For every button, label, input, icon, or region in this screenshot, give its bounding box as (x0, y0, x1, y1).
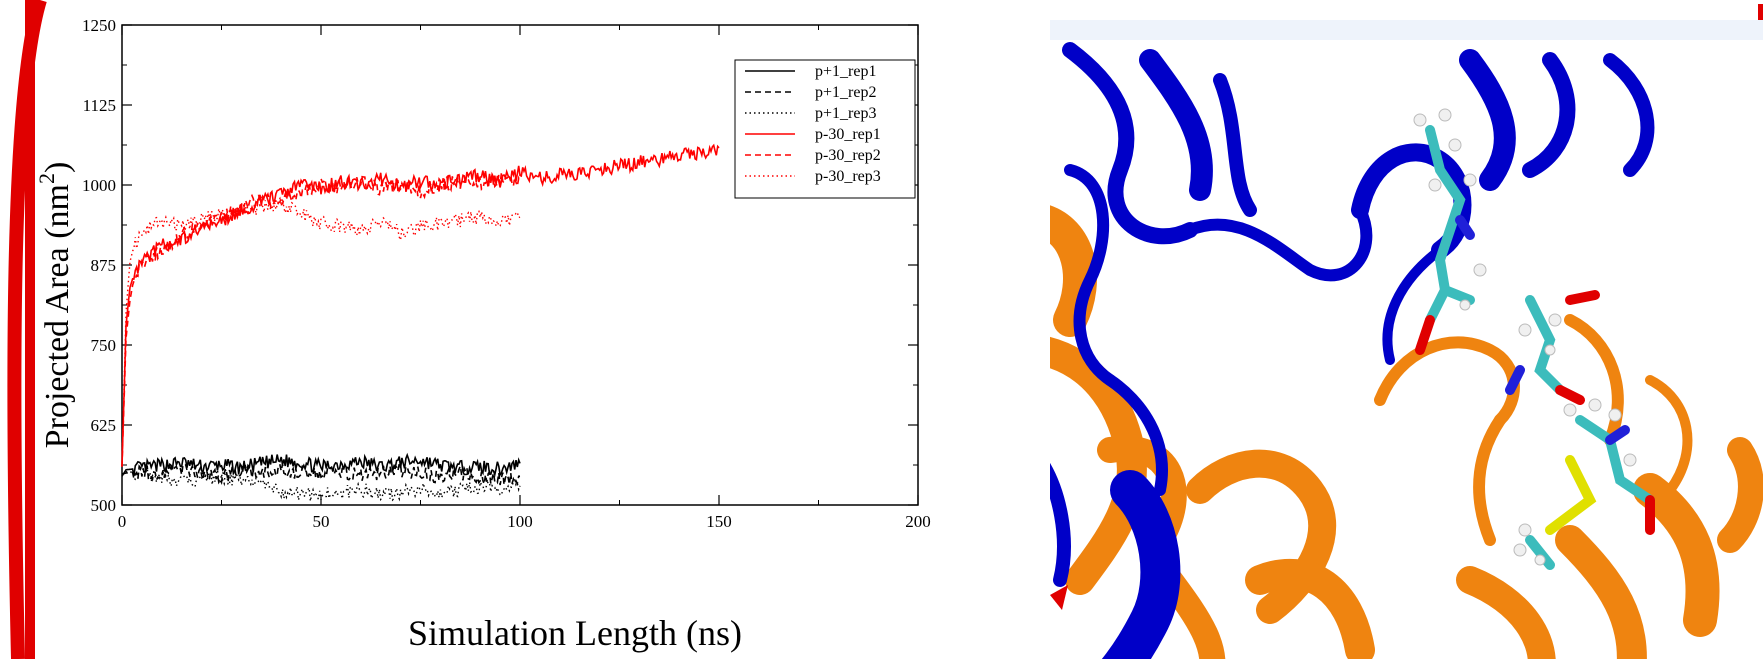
y-tick-label: 500 (91, 496, 117, 515)
panel-top-strip (1050, 20, 1763, 40)
red-frame-corner (7, 0, 47, 659)
y-tick-label: 875 (91, 256, 117, 275)
molecule-render-panel (1050, 20, 1763, 659)
series-layer (121, 143, 720, 502)
legend-label: p-30_rep1 (815, 126, 881, 143)
sulfur-bonds (1545, 455, 1597, 535)
legend-label: p+1_rep1 (815, 63, 876, 80)
x-axis-label: Simulation Length (ns) (408, 613, 742, 653)
y-tick-label: 625 (91, 416, 117, 435)
y-tick-label: 1000 (82, 176, 116, 195)
series-line-p+1_rep1 (121, 452, 521, 478)
axes: 0 50 100 150 200 500 625 750 875 1000 1125 1250 (82, 16, 931, 531)
y-tick-label: 1250 (82, 16, 116, 35)
hydrogen-atoms (1413, 108, 1637, 566)
red-frame-border (25, 0, 1763, 659)
series-line-p+1_rep3 (121, 464, 521, 502)
x-tick-label: 50 (313, 512, 330, 531)
stick-residues (1413, 108, 1655, 570)
legend-box (734, 59, 916, 199)
y-axis-label-text: Projected Area (nm (39, 184, 76, 448)
legend-label: p-30_rep2 (815, 147, 881, 164)
series-line-p+1_rep2 (121, 462, 521, 486)
x-tick-label: 0 (118, 512, 127, 531)
oxygen-bonds (1415, 290, 1655, 535)
legend-label: p+1_rep3 (815, 105, 876, 122)
series-line-p-30_rep2 (121, 171, 521, 467)
x-tick-label: 100 (507, 512, 533, 531)
chart-panel: 0 50 100 150 200 500 625 750 875 1000 1125 1250 p+1… (34, 16, 931, 653)
blue-protein-chain (1050, 42, 1655, 659)
line-chart: 0 50 100 150 200 500 625 750 875 1000 1125 1250 p+1… (34, 16, 931, 653)
y-axis-label: Projected Area (nm2) (34, 162, 76, 449)
x-tick-label: 150 (706, 512, 732, 531)
series-line-p-30_rep1 (121, 143, 720, 467)
y-axis-label-close: ) (39, 162, 76, 173)
carbon-bonds (1425, 125, 1655, 570)
y-axis-label-superscript: 2 (34, 173, 59, 184)
y-tick-label: 750 (91, 336, 117, 355)
x-tick-label: 200 (905, 512, 931, 531)
protein-structure-image (1050, 20, 1763, 659)
legend: p+1_rep1 p+1_rep2 p+1_rep3 p-30_rep1 p-30_re… (734, 59, 916, 199)
red-arrow-fragment (1050, 585, 1068, 610)
legend-label: p-30_rep3 (815, 168, 881, 185)
y-tick-label: 1125 (83, 96, 116, 115)
nitrogen-bonds (1455, 215, 1630, 445)
legend-label: p+1_rep2 (815, 84, 876, 101)
